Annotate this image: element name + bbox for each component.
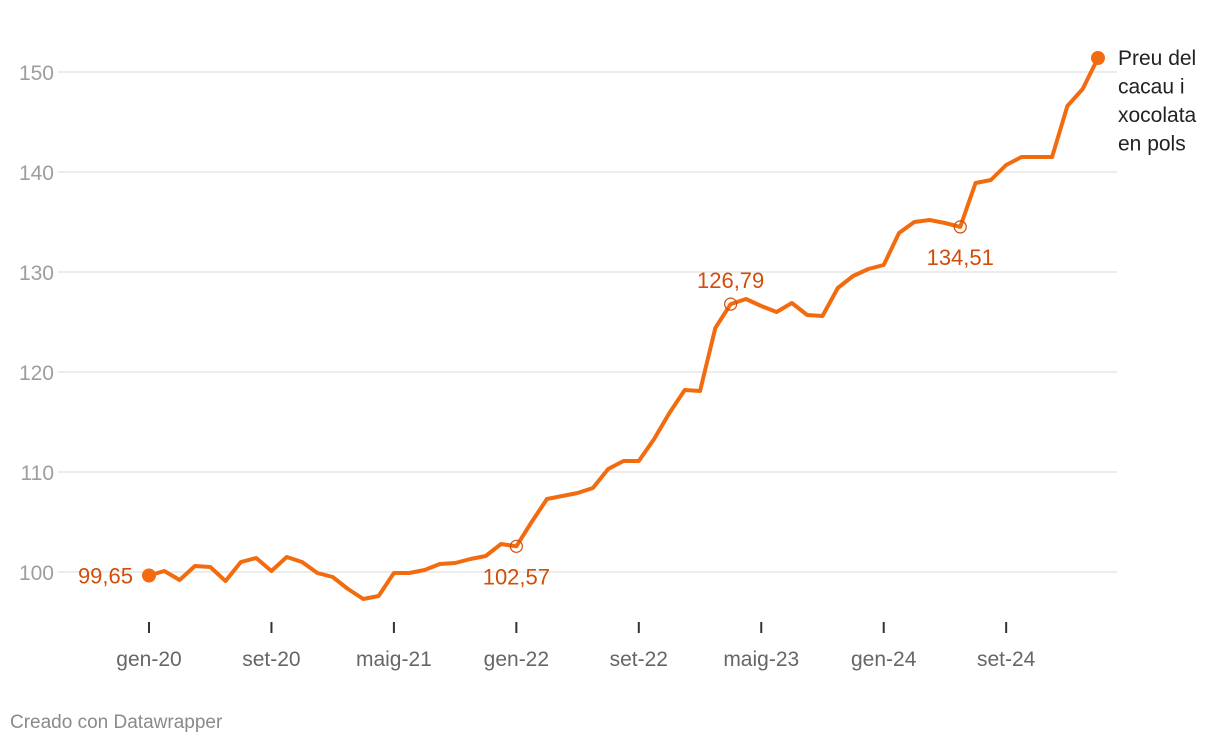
y-tick-label: 140 [19, 162, 54, 185]
y-tick-label: 130 [19, 262, 54, 285]
y-tick-label: 110 [21, 462, 54, 485]
credit-text: Creado con Datawrapper [10, 712, 223, 733]
series-line-cacau [147, 56, 1100, 601]
x-tick-label: gen-24 [851, 648, 917, 671]
y-tick-label: 100 [19, 562, 54, 585]
series-end-label: Preu del cacau i xocolata en pols [1118, 47, 1197, 156]
y-tick-label: 150 [19, 62, 54, 85]
annotation-label: 99,65 [78, 564, 133, 589]
x-tick-label: gen-22 [484, 648, 549, 671]
series-label-line: cacau i [1118, 76, 1185, 99]
x-tick-label: gen-20 [116, 648, 181, 671]
series-label-line: en pols [1118, 133, 1186, 156]
y-tick-label: 120 [19, 362, 54, 385]
annotation-ring [953, 220, 967, 234]
point-marker [142, 568, 156, 583]
x-tick-label: set-24 [977, 648, 1036, 671]
x-axis: gen-20 set-20 maig-21 gen-22 set-22 maig-23 ge… [116, 622, 1036, 671]
annotations: 99,65 102,57 126,79 134,51 [78, 51, 1105, 589]
series-label-line: xocolata [1118, 104, 1197, 127]
annotation-label: 134,51 [927, 245, 994, 270]
x-tick-label: set-22 [610, 648, 668, 671]
y-axis-tick-labels: 100 110 120 130 140 150 [19, 62, 54, 585]
annotation-label: 126,79 [697, 268, 764, 293]
x-tick-label: set-20 [242, 648, 300, 671]
annotation-label: 102,57 [483, 564, 550, 589]
annotation-ring [509, 539, 523, 553]
point-marker [1091, 51, 1105, 65]
x-tick-label: maig-21 [356, 648, 432, 671]
annotation-ring [724, 297, 738, 311]
series-label-line: Preu del [1118, 47, 1196, 70]
x-tick-label: maig-23 [723, 648, 799, 671]
gridlines [58, 71, 1117, 573]
